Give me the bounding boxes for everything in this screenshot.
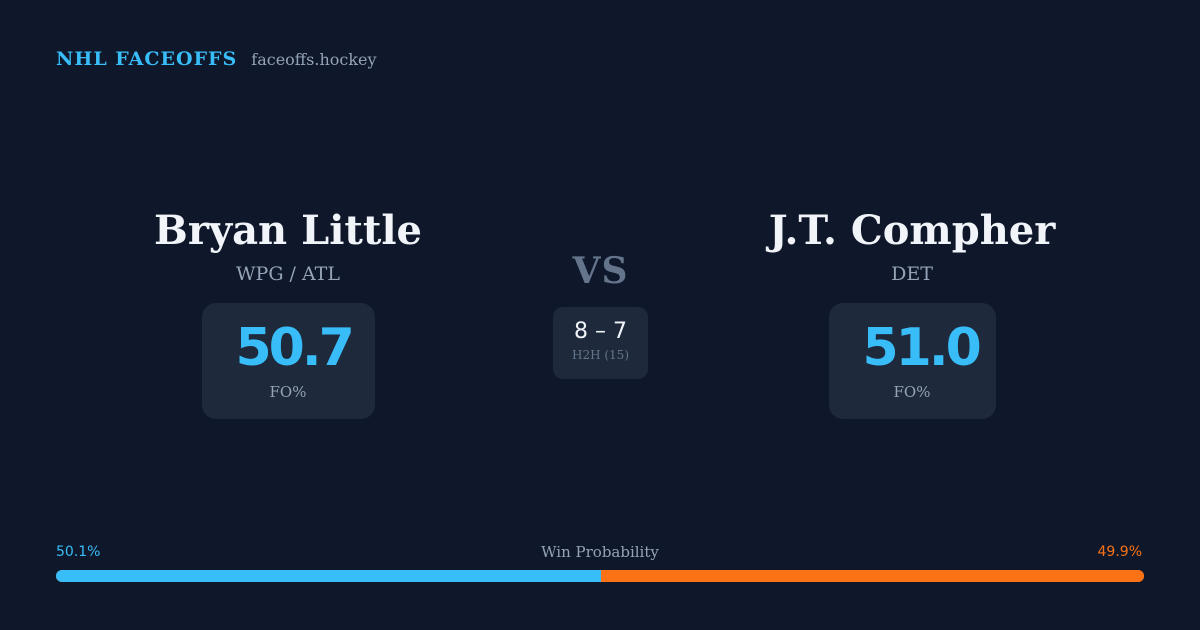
faceoff-label-left: FO% bbox=[269, 383, 307, 401]
brand-title[interactable]: NHL FACEOFFS bbox=[56, 48, 238, 70]
win-probability-left: 50.1% bbox=[56, 544, 101, 560]
player-name-right: J.T. Compher bbox=[768, 207, 1056, 254]
faceoff-label-right: FO% bbox=[893, 383, 931, 401]
faceoff-stat-box-right: 51.0 FO% bbox=[828, 303, 996, 419]
head-to-head-label: H2H (15) bbox=[571, 348, 629, 362]
faceoff-stat-box-left: 50.7 FO% bbox=[201, 303, 375, 419]
player-team-right: DET bbox=[891, 263, 933, 285]
faceoff-percent-left: 50.7 bbox=[235, 318, 355, 378]
win-probability-title: Win Probability bbox=[541, 543, 659, 561]
player-name-left: Bryan Little bbox=[154, 207, 422, 254]
player-team-left: WPG / ATL bbox=[236, 263, 340, 285]
win-probability-right: 49.9% bbox=[1097, 544, 1142, 560]
win-probability-bar bbox=[56, 570, 1144, 582]
head-to-head-box: 8 – 7 H2H (15) bbox=[553, 307, 648, 379]
head-to-head-score: 8 – 7 bbox=[574, 319, 627, 344]
versus-label: VS bbox=[572, 250, 629, 292]
win-probability-bar-right bbox=[601, 570, 1144, 582]
player-card-left: Bryan Little WPG / ATL 50.7 FO% bbox=[58, 205, 518, 419]
header: NHL FACEOFFS faceoffs.hockey bbox=[56, 48, 377, 70]
player-card-right: J.T. Compher DET 51.0 FO% bbox=[682, 205, 1142, 419]
site-domain[interactable]: faceoffs.hockey bbox=[251, 50, 377, 69]
faceoff-percent-right: 51.0 bbox=[862, 318, 982, 378]
win-probability-bar-left bbox=[56, 570, 602, 582]
